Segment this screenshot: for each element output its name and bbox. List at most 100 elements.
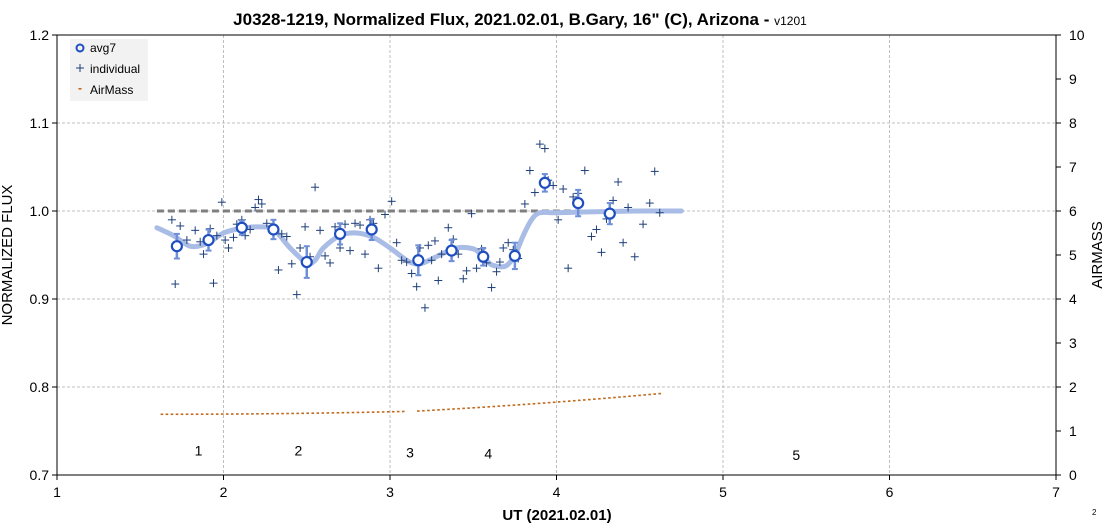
y2-tick-label: 6 xyxy=(1069,203,1077,219)
individual-point xyxy=(499,243,508,252)
individual-point xyxy=(296,243,305,252)
airmass-point xyxy=(588,398,591,401)
chart-title: J0328-1219, Normalized Flux, 2021.02.01,… xyxy=(233,10,807,29)
x-tick-label: 1 xyxy=(53,484,61,500)
individual-point xyxy=(167,215,176,224)
model-curve-layer xyxy=(154,208,684,270)
y-tick-label: 1.1 xyxy=(30,115,50,131)
avg7-point xyxy=(538,173,551,193)
annotation-label: 4 xyxy=(484,445,492,461)
airmass-point xyxy=(261,412,264,415)
airmass-point xyxy=(427,409,430,412)
axis-ticks: 1 2 3 4 5 6 7 0.7 0.8 0.9 1.0 1.1 1.2 0 1 2 3 4 5 6 7 8 9 10 xyxy=(30,27,1085,500)
airmass-point xyxy=(462,407,465,410)
x-axis-label: UT (2021.02.01) xyxy=(502,507,611,524)
individual-point xyxy=(609,196,618,205)
individual-point xyxy=(525,166,534,175)
individual-point xyxy=(262,219,271,228)
avg7-point xyxy=(365,217,378,242)
airmass-point xyxy=(542,402,546,404)
model-curve xyxy=(154,208,684,270)
airmass-point xyxy=(517,403,521,406)
airmass-point xyxy=(200,413,204,416)
legend: avg7 individual AirMass xyxy=(70,39,148,101)
avg7-point xyxy=(267,218,280,241)
airmass-point xyxy=(457,407,460,410)
y-tick-label: 1.0 xyxy=(30,203,50,219)
airmass-point xyxy=(271,412,274,415)
individual-point xyxy=(407,269,416,278)
individual-point xyxy=(361,250,370,259)
annotations: 1 2 3 4 5 xyxy=(195,443,801,463)
individual-point xyxy=(217,198,226,207)
individual-point xyxy=(655,208,664,217)
y2-axis-label: AIRMASS xyxy=(1089,221,1106,289)
legend-avg7-label: avg7 xyxy=(90,41,116,55)
airmass-point xyxy=(316,412,320,414)
airmass-point xyxy=(507,404,511,407)
airmass-point xyxy=(502,405,506,407)
individual-point xyxy=(434,276,443,285)
airmass-point xyxy=(296,412,299,415)
individual-point xyxy=(645,199,654,208)
airmass-point xyxy=(286,412,289,415)
y2-tick-label: 8 xyxy=(1069,115,1077,131)
individual-point xyxy=(356,221,365,230)
airmass-point xyxy=(170,413,174,416)
individual-point xyxy=(282,232,291,241)
avg7-point xyxy=(445,239,458,263)
individual-series xyxy=(167,140,664,312)
y2-tick-label: 3 xyxy=(1069,335,1077,351)
airmass-point xyxy=(598,397,601,400)
chart-title-suffix: v1201 xyxy=(774,14,807,28)
airmass-point xyxy=(195,413,199,416)
airmass-point xyxy=(281,412,284,415)
airmass-point xyxy=(220,413,224,415)
individual-point xyxy=(430,236,439,245)
individual-point xyxy=(351,219,360,228)
airmass-point xyxy=(613,396,616,399)
individual-point xyxy=(301,222,310,231)
airmass-point xyxy=(623,395,626,398)
airmass-point xyxy=(452,408,455,410)
airmass-point xyxy=(512,404,516,406)
y2-tick-label: 9 xyxy=(1069,71,1077,87)
annotation-label: 2 xyxy=(295,443,303,459)
individual-point xyxy=(229,233,238,242)
individual-point xyxy=(387,197,396,206)
corner-mark: 2 xyxy=(1092,508,1097,517)
individual-point xyxy=(412,282,421,291)
individual-point xyxy=(254,195,263,204)
airmass-point xyxy=(180,413,184,416)
airmass-point xyxy=(185,413,189,416)
airmass-point xyxy=(417,410,420,412)
y2-tick-label: 1 xyxy=(1069,423,1077,439)
individual-point xyxy=(277,229,286,238)
airmass-point xyxy=(447,408,450,411)
airmass-point xyxy=(648,393,651,396)
airmass-point xyxy=(557,401,561,403)
airmass-point xyxy=(256,413,259,415)
airmass-point xyxy=(628,395,631,398)
airmass-point xyxy=(210,413,214,415)
airmass-point xyxy=(366,411,370,414)
y-axis-label: NORMALIZED FLUX xyxy=(0,185,16,326)
airmass-point xyxy=(577,399,581,402)
airmass-point xyxy=(527,403,531,405)
airmass-point xyxy=(230,413,234,415)
airmass-point xyxy=(401,410,405,413)
avg7-point xyxy=(170,232,183,260)
airmass-point xyxy=(306,412,310,415)
individual-point xyxy=(487,283,496,292)
individual-point xyxy=(171,280,180,289)
airmass-point xyxy=(653,393,657,395)
individual-point xyxy=(199,250,208,259)
individual-point xyxy=(549,181,558,190)
individual-point xyxy=(459,274,468,283)
airmass-point xyxy=(643,394,646,396)
avg7-series xyxy=(170,173,616,279)
individual-point xyxy=(559,185,568,193)
individual-point xyxy=(221,236,230,245)
y-tick-label: 1.2 xyxy=(30,27,50,43)
